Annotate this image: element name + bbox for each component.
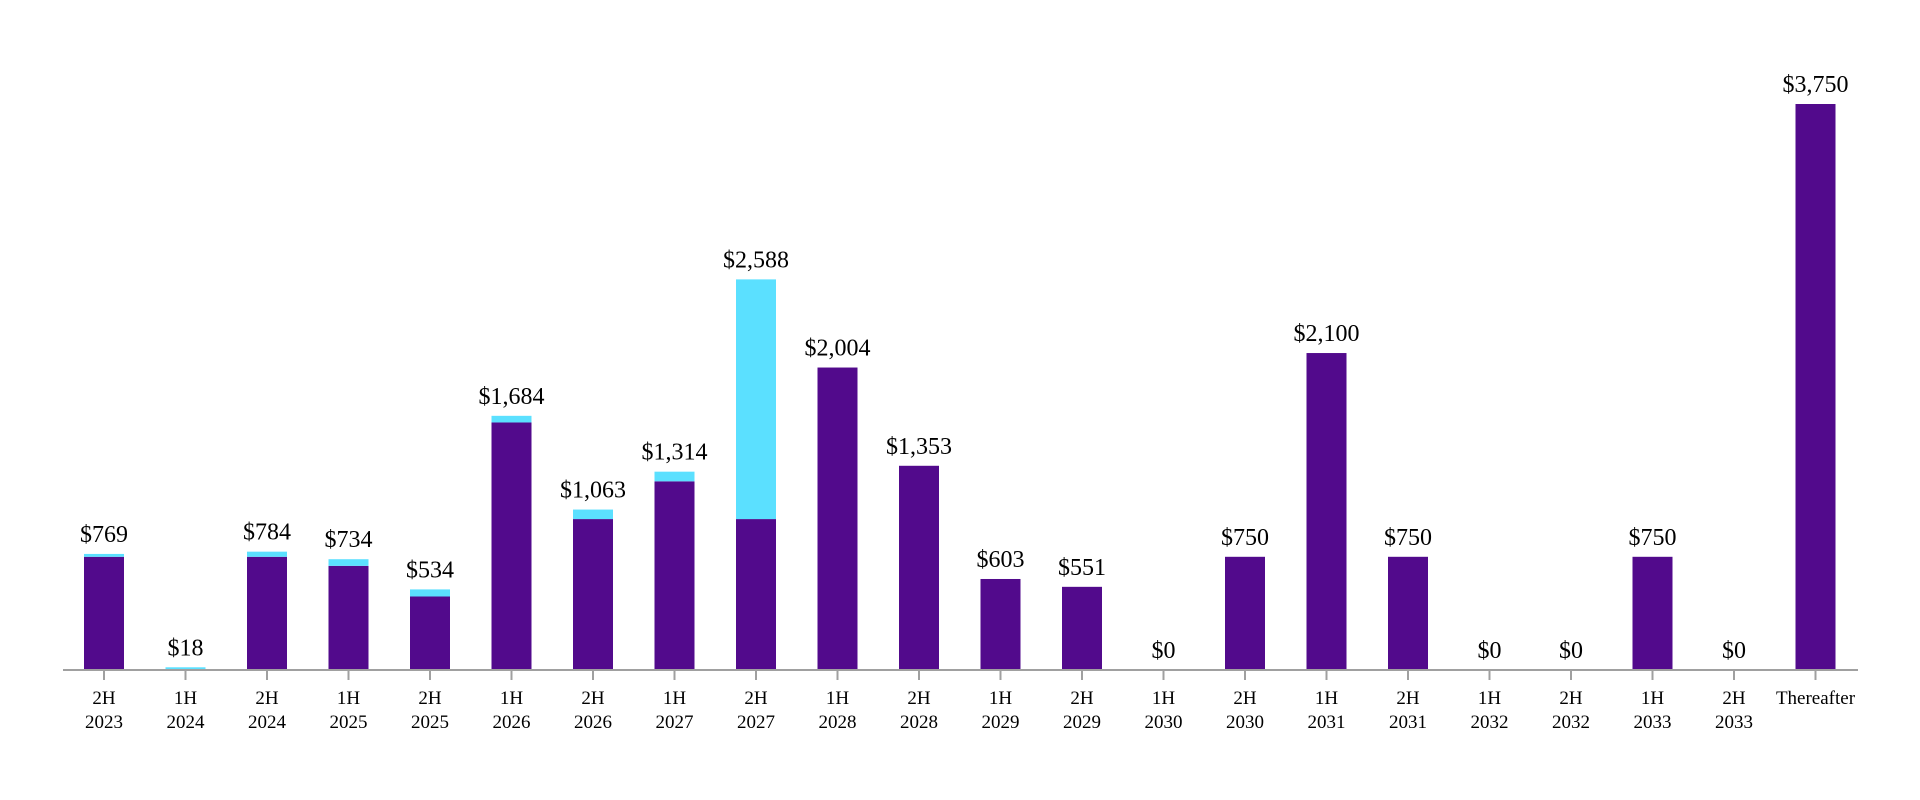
data-label: $2,100 xyxy=(1294,321,1360,347)
x-tick-label: 2028 xyxy=(900,712,938,733)
x-tick-label: 2023 xyxy=(85,712,123,733)
x-tick-label: 1H xyxy=(337,688,361,709)
data-label: $2,588 xyxy=(723,247,789,273)
data-label: $1,353 xyxy=(886,434,952,460)
bar-segment-primary xyxy=(491,422,532,670)
x-tick-label: 2031 xyxy=(1308,712,1346,733)
bar-segment-secondary xyxy=(84,553,124,557)
x-tick-label: 1H xyxy=(989,688,1013,709)
bar-segment-primary xyxy=(1795,104,1836,670)
x-tick-label: 1H xyxy=(174,688,198,709)
x-tick-label: 1H xyxy=(1152,688,1176,709)
x-tick-label: 2H xyxy=(1722,688,1746,709)
bar-segment-secondary xyxy=(736,279,776,520)
bar-segment-primary xyxy=(980,578,1021,670)
x-tick-label: 2028 xyxy=(819,712,857,733)
x-tick-label: 2029 xyxy=(1063,712,1101,733)
data-label: $551 xyxy=(1058,555,1106,581)
data-label: $534 xyxy=(406,557,454,583)
bar-segment-secondary xyxy=(410,589,450,597)
x-tick-label: 2032 xyxy=(1552,712,1590,733)
x-tick-label: 2033 xyxy=(1715,712,1753,733)
bar-segment-secondary xyxy=(491,415,532,423)
x-tick-label: 2H xyxy=(907,688,931,709)
data-label: $1,063 xyxy=(560,478,626,504)
x-tick-label: 1H xyxy=(826,688,850,709)
x-tick-label: Thereafter xyxy=(1776,688,1856,709)
x-tick-label: 2H xyxy=(255,688,279,709)
x-tick-label: 1H xyxy=(663,688,687,709)
x-tick-label: 2032 xyxy=(1471,712,1509,733)
x-tick-label: 2030 xyxy=(1226,712,1264,733)
x-tick-label: 2025 xyxy=(330,712,368,733)
data-label: $603 xyxy=(977,547,1025,573)
bar-segment-primary xyxy=(410,596,450,670)
x-tick-label: 2026 xyxy=(493,712,531,733)
x-tick-label: 2H xyxy=(1396,688,1420,709)
data-label: $750 xyxy=(1221,525,1269,551)
data-label: $2,004 xyxy=(805,336,871,362)
bar-segment-primary xyxy=(573,519,613,670)
bar-segment-secondary xyxy=(247,551,287,557)
data-label: $3,750 xyxy=(1783,72,1849,98)
x-tick-label: 1H xyxy=(500,688,524,709)
x-tick-label: 2027 xyxy=(656,712,694,733)
data-label: $18 xyxy=(168,635,204,661)
x-tick-label: 2025 xyxy=(411,712,449,733)
x-tick-label: 2024 xyxy=(167,712,206,733)
data-label: $750 xyxy=(1384,525,1432,551)
x-tick-label: 2030 xyxy=(1145,712,1183,733)
x-tick-label: 2029 xyxy=(982,712,1020,733)
x-tick-label: 2H xyxy=(744,688,768,709)
bar-segment-primary xyxy=(1306,353,1347,670)
data-label: $0 xyxy=(1478,638,1502,664)
x-tick-label: 2H xyxy=(418,688,442,709)
bar-segment-primary xyxy=(654,481,695,670)
bar-segment-primary xyxy=(1062,586,1102,670)
bar-segment-secondary xyxy=(165,667,206,670)
data-label: $769 xyxy=(80,522,128,548)
x-tick-label: 1H xyxy=(1315,688,1339,709)
bar-segment-primary xyxy=(1225,556,1265,670)
bar-segment-primary xyxy=(817,367,858,670)
x-tick-label: 1H xyxy=(1478,688,1502,709)
data-label: $1,684 xyxy=(479,384,545,410)
data-label: $0 xyxy=(1722,638,1746,664)
x-tick-label: 2H xyxy=(1070,688,1094,709)
bar-segment-primary xyxy=(1388,556,1428,670)
bar-segment-primary xyxy=(247,556,287,670)
bar-segment-secondary xyxy=(654,471,695,482)
bar-segment-primary xyxy=(84,556,124,670)
x-tick-label: 2031 xyxy=(1389,712,1427,733)
data-label: $750 xyxy=(1629,525,1677,551)
bar-segment-primary xyxy=(1632,556,1673,670)
x-tick-label: 2H xyxy=(1233,688,1257,709)
bar-segment-secondary xyxy=(328,559,369,566)
data-label: $1,314 xyxy=(642,440,708,466)
bar-segment-primary xyxy=(328,565,369,670)
bar-segment-primary xyxy=(736,519,776,670)
x-tick-label: 2H xyxy=(92,688,116,709)
x-tick-label: 2H xyxy=(581,688,605,709)
data-label: $0 xyxy=(1152,638,1176,664)
x-tick-label: 2026 xyxy=(574,712,612,733)
data-label: $0 xyxy=(1559,638,1583,664)
x-tick-label: 1H xyxy=(1641,688,1665,709)
bar-segment-primary xyxy=(899,465,939,670)
data-label: $734 xyxy=(325,527,373,553)
x-tick-label: 2024 xyxy=(248,712,287,733)
x-tick-label: 2H xyxy=(1559,688,1583,709)
x-tick-label: 2033 xyxy=(1634,712,1672,733)
x-tick-label: 2027 xyxy=(737,712,775,733)
bar-segment-secondary xyxy=(573,509,613,520)
data-label: $784 xyxy=(243,520,291,546)
